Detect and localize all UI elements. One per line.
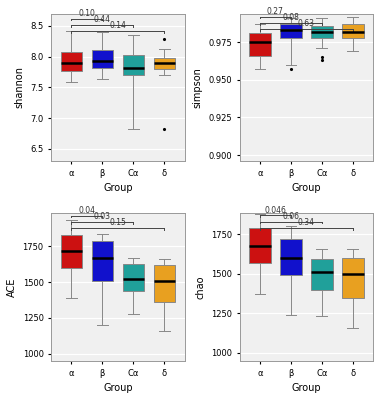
PathPatch shape [249,33,271,56]
Y-axis label: ACE: ACE [7,278,17,297]
Text: 0.14: 0.14 [109,21,126,30]
PathPatch shape [92,50,113,68]
PathPatch shape [154,265,175,302]
PathPatch shape [122,55,144,75]
Text: 0.03: 0.03 [94,212,111,221]
Text: 0.34: 0.34 [298,218,315,227]
PathPatch shape [342,24,364,38]
Text: 0.15: 0.15 [109,218,126,228]
PathPatch shape [249,228,271,263]
PathPatch shape [92,241,113,281]
Text: 0.08: 0.08 [282,13,299,22]
PathPatch shape [60,235,82,268]
PathPatch shape [311,259,333,290]
PathPatch shape [280,24,302,38]
X-axis label: Group: Group [291,383,321,393]
X-axis label: Group: Group [291,183,321,193]
Text: 0.44: 0.44 [94,15,111,24]
Text: 0.27: 0.27 [267,7,284,16]
PathPatch shape [311,26,333,38]
Text: 0.06: 0.06 [282,212,299,221]
Y-axis label: shannon: shannon [15,66,25,108]
Text: 0.046: 0.046 [264,206,287,215]
PathPatch shape [122,264,144,291]
Text: 0.04: 0.04 [78,206,95,215]
Text: 0.10: 0.10 [78,9,95,18]
Y-axis label: chao: chao [195,276,206,299]
PathPatch shape [280,239,302,275]
X-axis label: Group: Group [103,383,133,393]
PathPatch shape [342,258,364,298]
PathPatch shape [154,58,175,69]
PathPatch shape [60,52,82,71]
X-axis label: Group: Group [103,183,133,193]
Text: 0.63: 0.63 [298,20,315,28]
Y-axis label: simpson: simpson [193,67,203,108]
